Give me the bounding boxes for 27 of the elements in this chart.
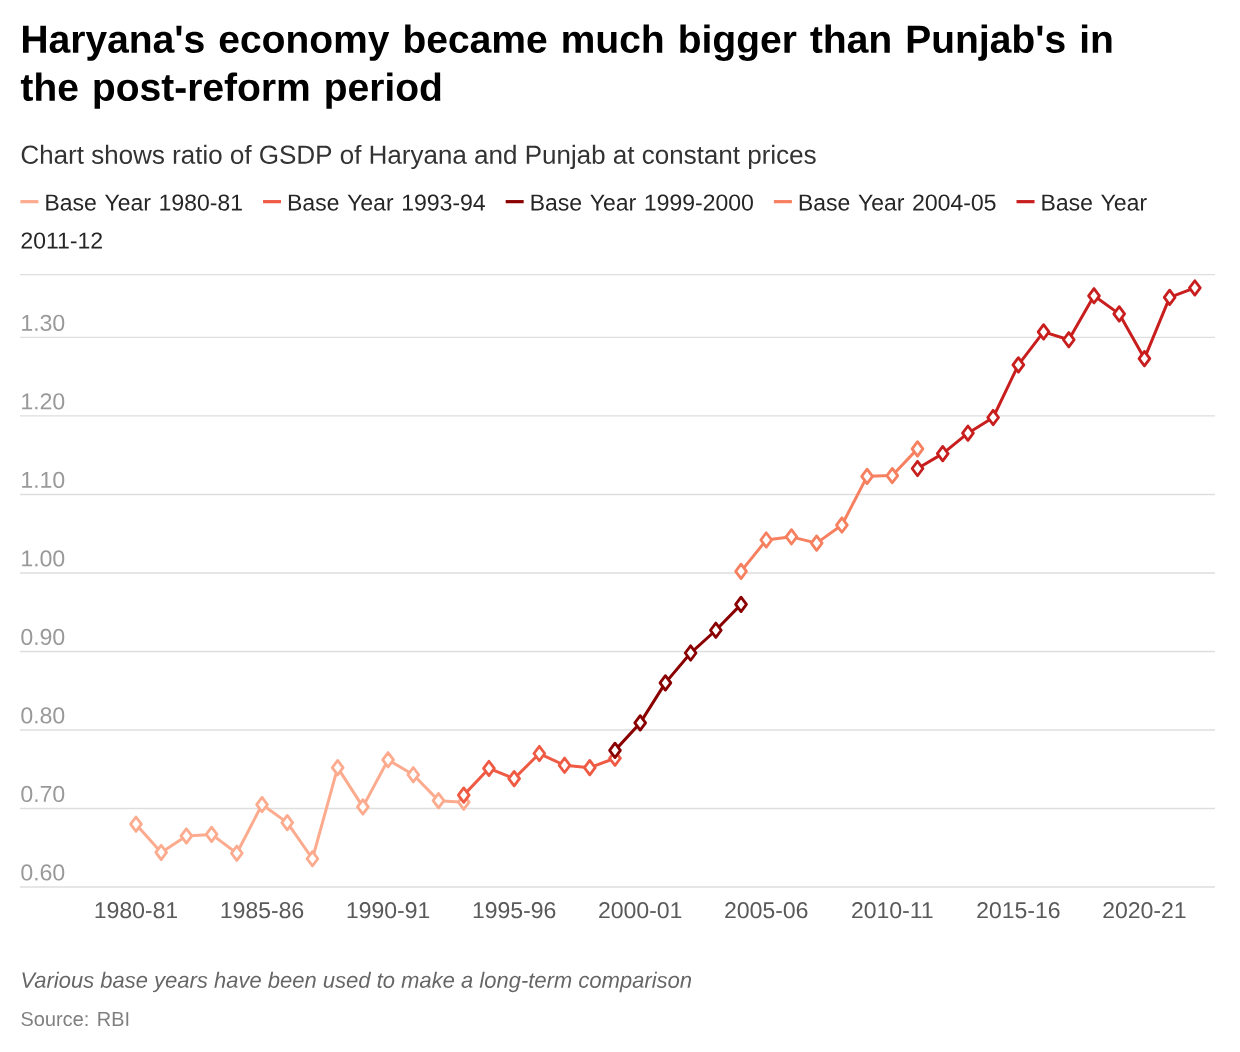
- x-tick-label: 2010-11: [852, 902, 933, 919]
- legend-label: Base Year 1993-94: [288, 194, 485, 211]
- text: Various base years have been used to make a long-term comparison: [22, 971, 692, 993]
- source-note: Source: RBI: [21, 1011, 129, 1027]
- x-tick-label: 1995-96: [473, 902, 556, 919]
- y-tick-label: 1.20: [22, 393, 65, 410]
- x-tick-label: 2015-16: [977, 902, 1060, 919]
- legend-label: Base Year 1999-2000: [531, 194, 753, 211]
- x-tick-label: 1980-81: [95, 902, 178, 919]
- x-tick-label: 1985-86: [221, 902, 304, 919]
- chart-subtitle: Chart shows ratio of GSDP of Haryana and Punjab at constant prices: [21, 144, 816, 170]
- y-tick-label: 1.10: [22, 471, 65, 489]
- x-tick-label: 2005-06: [725, 902, 808, 919]
- chart-title: Haryana's economy became much bigger than Punjab's in the post-reform period: [20, 24, 1112, 109]
- y-tick-label: 1.30: [22, 314, 65, 331]
- y-tick-label: 0.70: [21, 785, 65, 803]
- legend-label: Base Year 1980-81: [46, 194, 242, 211]
- legend-label: Base Year 2004-05: [799, 194, 996, 211]
- text: Base Year: [1042, 194, 1147, 211]
- x-tick-label: 2000-01: [599, 902, 682, 919]
- y-tick-label: 0.90: [21, 628, 65, 646]
- y-tick-label: 1.00: [22, 550, 65, 567]
- text: 2011-12: [21, 232, 102, 249]
- y-tick-label: 0.80: [21, 707, 65, 724]
- x-tick-label: 1990-91: [347, 902, 430, 919]
- y-tick-label: 0.60: [21, 864, 65, 881]
- x-tick-label: 2020-21: [1103, 902, 1186, 919]
